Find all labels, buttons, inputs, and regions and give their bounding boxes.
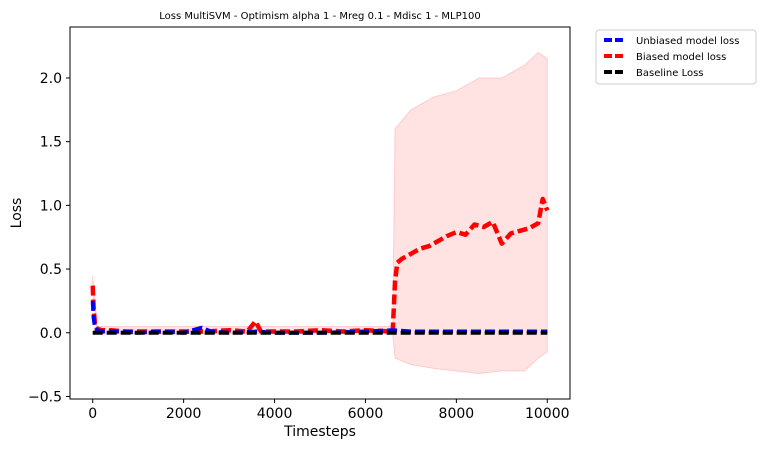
x-tick-label: 2000 <box>166 406 202 422</box>
plot-frame <box>69 26 571 400</box>
y-tick-label: 1.0 <box>40 198 62 214</box>
y-axis-label: Loss <box>9 198 25 229</box>
x-tick-label: 8000 <box>439 406 475 422</box>
y-tick-label: 2.0 <box>40 71 62 87</box>
y-tick-label: 1.5 <box>40 135 62 151</box>
y-tick-label: −0.5 <box>28 389 62 405</box>
x-tick-label: 6000 <box>348 406 384 422</box>
x-tick-label: 4000 <box>257 406 293 422</box>
y-axis: −0.5 0.0 0.5 1.0 1.5 2.0 <box>28 71 70 405</box>
chart-title: Loss MultiSVM - Optimism alpha 1 - Mreg … <box>159 11 480 22</box>
x-axis: 0 2000 4000 6000 8000 10000 <box>88 399 570 422</box>
legend-box <box>595 29 757 85</box>
legend-label-unbiased: Unbiased model loss <box>636 36 739 47</box>
x-axis-label: Timesteps <box>283 424 356 440</box>
y-tick-label: 0.5 <box>40 262 62 278</box>
confidence-band-0 <box>92 51 548 375</box>
legend-label-baseline: Baseline Loss <box>636 68 704 79</box>
x-tick-label: 10000 <box>525 406 570 422</box>
x-tick-label: 0 <box>88 406 97 422</box>
plot-area <box>90 51 550 375</box>
legend: Unbiased model loss Biased model loss Ba… <box>595 29 757 85</box>
y-tick-label: 0.0 <box>40 326 62 342</box>
legend-label-biased: Biased model loss <box>636 52 726 63</box>
